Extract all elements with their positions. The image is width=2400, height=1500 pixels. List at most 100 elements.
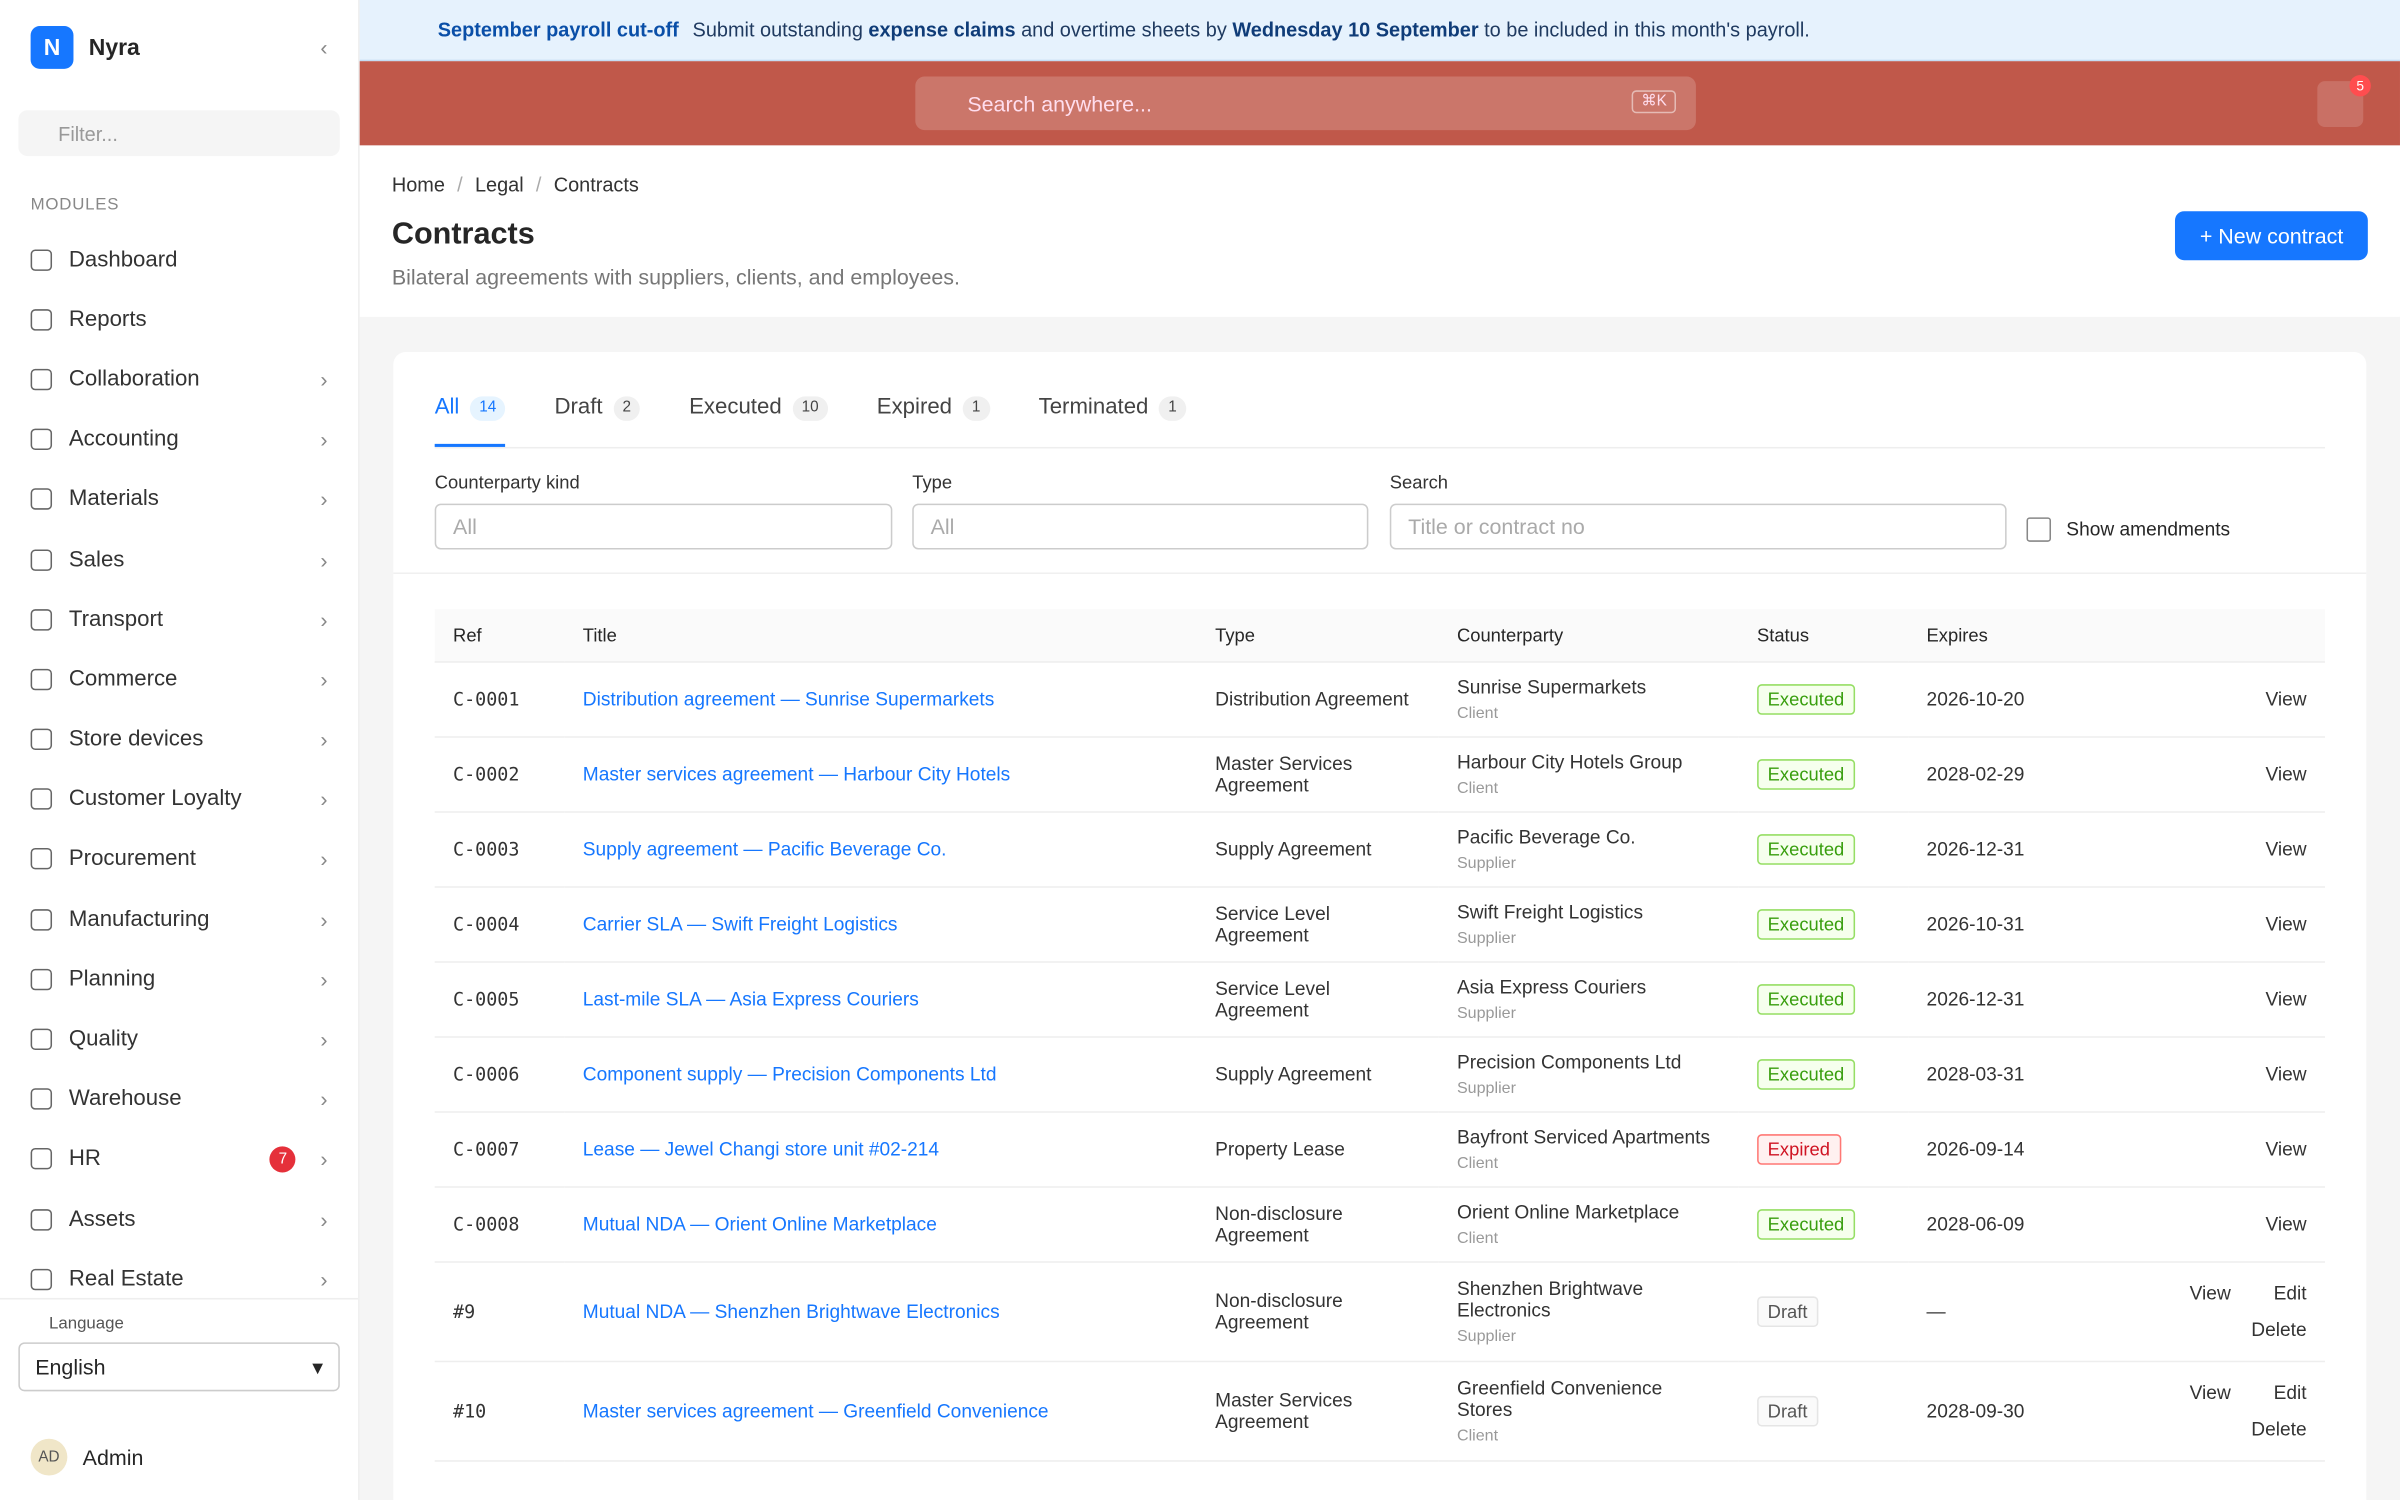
brand-name: Nyra — [88, 34, 140, 61]
title[interactable]: Distribution agreement — Sunrise Superma… — [564, 661, 1197, 738]
nav-item[interactable]: Accounting › — [0, 410, 358, 470]
filter-input[interactable]: All — [912, 503, 1369, 550]
chevron: › — [320, 1207, 328, 1232]
status: Executed — [1738, 811, 1909, 888]
nav-item[interactable]: Commerce › — [0, 649, 358, 709]
tab-name: Terminated — [1038, 394, 1149, 420]
tab[interactable]: Terminated 1 — [1039, 395, 1186, 447]
nav-item[interactable]: Quality › — [0, 1009, 358, 1069]
new-button[interactable]: + New contract — [2175, 211, 2368, 261]
nav-item[interactable]: Dashboard — [0, 230, 358, 290]
title[interactable]: Last-mile SLA — Asia Express Couriers — [564, 961, 1197, 1038]
tab[interactable]: Executed 10 — [689, 395, 828, 447]
action[interactable]: Delete — [2251, 1418, 2307, 1441]
title[interactable]: Mutual NDA — Shenzhen Brightwave Electro… — [564, 1261, 1197, 1363]
nav-item[interactable]: Collaboration › — [0, 350, 358, 410]
banner-text: expense claims — [868, 18, 1016, 42]
language-select[interactable]: English ▾ — [18, 1342, 340, 1392]
title[interactable]: Lease — Jewel Changi store unit #02-214 — [564, 1111, 1197, 1188]
checkbox[interactable]: Show amendments — [2026, 517, 2230, 542]
kind: Client — [1456, 1426, 1499, 1445]
tabs: All 14 Draft 2 Executed 10 Expired 1 Terminated 1 — [434, 395, 2325, 449]
nav-item[interactable]: Transport › — [0, 589, 358, 649]
status: Executed — [1738, 1186, 1909, 1263]
action[interactable]: View — [2265, 1138, 2307, 1161]
search[interactable]: Search anywhere... ⌘K — [915, 76, 1696, 131]
title[interactable]: Master services agreement — Greenfield C… — [564, 1361, 1197, 1462]
expires: 2026-12-31 — [1908, 811, 2078, 888]
action[interactable]: View — [2265, 1063, 2307, 1086]
type: Supply Agreement — [1196, 811, 1439, 888]
party: Orient Online Marketplace — [1456, 1201, 1680, 1223]
row: #10 Master services agreement — Greenfiel… — [434, 1361, 2325, 1462]
ref: C-0004 — [434, 886, 565, 963]
title[interactable]: Component supply — Precision Components … — [564, 1036, 1197, 1113]
action[interactable]: Edit — [2273, 1382, 2307, 1404]
section-label: MODULES — [30, 195, 120, 215]
nav-item[interactable]: Reports — [0, 290, 358, 350]
nav-item[interactable]: Warehouse › — [0, 1069, 358, 1129]
crumb[interactable]: Legal — [474, 172, 524, 196]
tab[interactable]: Expired 1 — [877, 395, 990, 447]
action[interactable]: View — [2265, 838, 2307, 861]
filter-input[interactable]: Title or contract no — [1389, 503, 2007, 550]
title[interactable]: Carrier SLA — Swift Freight Logistics — [564, 886, 1197, 963]
kind: Client — [1456, 779, 1499, 798]
filter-label: Counterparty kind — [434, 471, 580, 493]
nav-item[interactable]: Real Estate › — [0, 1249, 358, 1309]
column-header — [2077, 609, 2325, 663]
banner-title: September payroll cut-off — [437, 18, 679, 42]
notifications[interactable]: 5 — [2317, 74, 2371, 128]
tab[interactable]: Draft 2 — [554, 395, 641, 447]
nav-item[interactable]: Procurement › — [0, 829, 358, 889]
nav-item[interactable]: Manufacturing › — [0, 889, 358, 949]
chevron: › — [320, 1147, 328, 1172]
nav-label: Sales — [68, 547, 125, 572]
action[interactable]: View — [2265, 763, 2307, 786]
kind: Client — [1456, 1229, 1499, 1248]
party: Harbour City Hotels Group — [1456, 751, 1683, 773]
sidebar-filter[interactable]: Filter... — [18, 110, 340, 157]
title[interactable]: Supply agreement — Pacific Beverage Co. — [564, 811, 1197, 888]
expires: 2026-09-14 — [1908, 1111, 2078, 1188]
nav-item[interactable]: Materials › — [0, 470, 358, 530]
nav-icon — [30, 428, 53, 451]
nav-icon — [30, 788, 53, 811]
nav-item[interactable]: Planning › — [0, 949, 358, 1009]
title[interactable]: Master services agreement — Harbour City… — [564, 736, 1197, 813]
status-badge: Expired — [1756, 1134, 1841, 1165]
expires: 2026-10-31 — [1908, 886, 2078, 963]
filter-input[interactable]: All — [434, 503, 893, 550]
nav-item[interactable]: Customer Loyalty › — [0, 769, 358, 829]
nav-item[interactable]: Store devices › — [0, 709, 358, 769]
ref: #10 — [434, 1361, 565, 1462]
action[interactable]: View — [2265, 688, 2307, 711]
counterparty: Harbour City Hotels Group Client — [1438, 736, 1739, 813]
action[interactable]: View — [2265, 1213, 2307, 1236]
kind: Supplier — [1456, 1079, 1516, 1098]
action[interactable]: View — [2265, 913, 2307, 936]
counterparty: Bayfront Serviced Apartments Client — [1438, 1111, 1739, 1188]
banner-text: Wednesday 10 September — [1232, 18, 1479, 42]
tab[interactable]: All 14 — [434, 395, 506, 447]
crumb[interactable]: Home — [391, 172, 445, 196]
action[interactable]: View — [2189, 1382, 2231, 1404]
action[interactable]: Edit — [2273, 1282, 2307, 1305]
kind: Supplier — [1456, 854, 1516, 873]
nav-label: Commerce — [68, 667, 178, 692]
tab-count: 14 — [470, 396, 506, 421]
nav-item[interactable]: Assets › — [0, 1189, 358, 1249]
title[interactable]: Mutual NDA — Orient Online Marketplace — [564, 1186, 1197, 1263]
nav-item[interactable]: Sales › — [0, 529, 358, 589]
user[interactable]: AD Admin — [30, 1438, 143, 1476]
nav-icon — [30, 548, 53, 571]
party: Swift Freight Logistics — [1456, 901, 1644, 923]
action[interactable]: Delete — [2251, 1319, 2307, 1341]
expires: — — [1908, 1261, 2078, 1363]
collapse[interactable]: ‹ — [320, 35, 328, 60]
action[interactable]: View — [2265, 988, 2307, 1011]
action[interactable]: View — [2189, 1282, 2231, 1305]
nav-item[interactable]: HR 7 › — [0, 1129, 358, 1189]
